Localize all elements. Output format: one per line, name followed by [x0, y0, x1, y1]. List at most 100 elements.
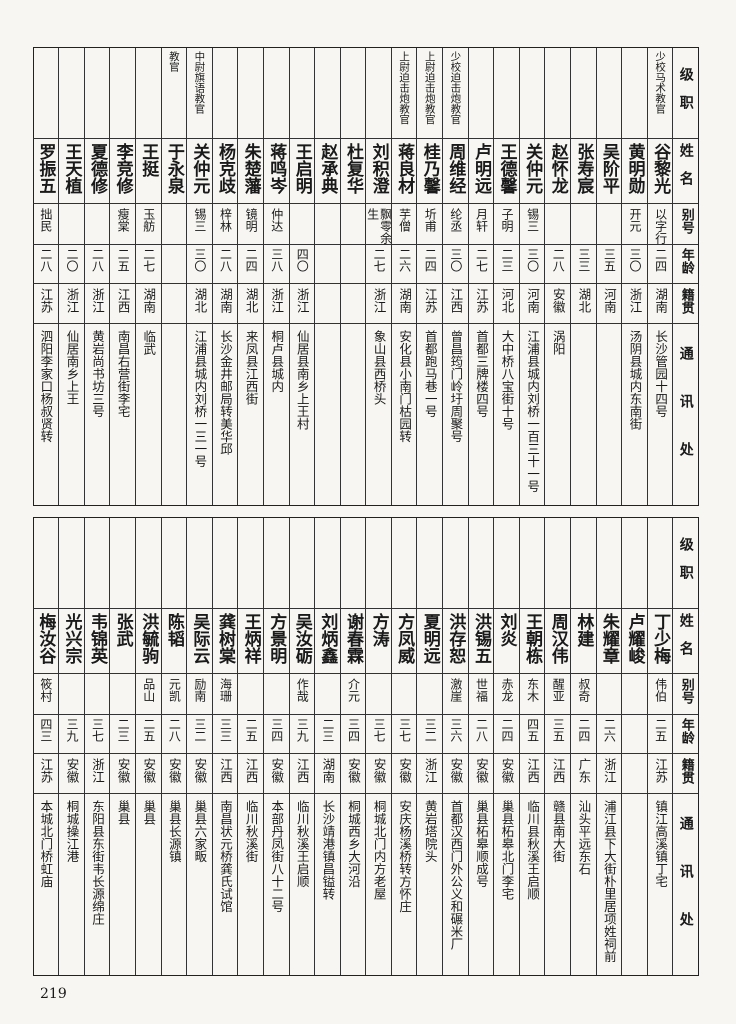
name-cell: 方凤威	[391, 609, 417, 674]
alias-cell: 玉舫	[135, 204, 161, 245]
age-text: 二八	[38, 248, 53, 272]
native-cell: 安徽	[340, 754, 366, 794]
name-text: 罗振五	[35, 143, 56, 194]
rank-cell	[571, 518, 596, 609]
native-cell: 广东	[571, 754, 596, 794]
native-text: 江苏	[653, 758, 669, 783]
native-cell: 湖南	[135, 284, 161, 324]
native-text: 浙江	[269, 288, 285, 313]
person-column: 吴阶平 三五 河南	[595, 48, 622, 505]
name-cell: 王启明	[289, 139, 315, 204]
header-cell-native: 籍贯	[673, 284, 698, 324]
rank-text: 少校马术教官	[654, 51, 667, 114]
alias-text: 仲达	[269, 208, 284, 232]
age-cell: 四五	[519, 715, 545, 754]
native-text: 湖北	[243, 288, 259, 313]
name-cell: 关仲元	[519, 139, 545, 204]
person-column: 朱楚藩 镜明 二四 湖北 来凤县江西街	[237, 48, 263, 505]
address-text: 长沙管园十四号	[653, 330, 669, 418]
name-text: 王启明	[291, 143, 312, 194]
person-column: 罗振五 拙民 二八 江苏 泗阳李家口杨叔贤转	[32, 48, 59, 505]
name-text: 朱耀章	[598, 613, 619, 664]
name-text: 吴阶平	[598, 143, 619, 194]
age-text: 三〇	[192, 248, 207, 272]
address-cell: 大中桥八宝街十号	[494, 324, 519, 505]
age-text: 二三	[500, 248, 515, 272]
name-text: 龚树棠	[215, 613, 236, 664]
name-cell: 桂乃馨	[417, 139, 443, 204]
age-cell: 二八	[84, 245, 110, 284]
alias-cell: 元凯	[161, 674, 187, 715]
name-text: 谢春霖	[342, 613, 363, 664]
address-text: 涡阳	[550, 330, 566, 355]
address-cell: 安庆杨溪桥转方怀庄	[392, 794, 417, 975]
roster-table-lower: 级职 姓名 别号 年龄 籍贯 通讯处 丁少梅 伟伯 二五 江苏 镇江高溪镇丁宅 卢耀峻 朱耀章 二六 浙江浦…	[32, 517, 699, 976]
header-cell-rank: 级职	[673, 48, 698, 139]
alias-cell	[391, 674, 417, 715]
name-text: 王朝栋	[522, 613, 543, 664]
alias-text: 开元	[628, 208, 643, 232]
age-cell: 二三	[110, 715, 135, 754]
rank-cell	[366, 48, 391, 139]
person-column: 朱耀章二六 浙江 浦江县下大街朴里居项姓祠前	[595, 518, 622, 975]
native-text: 安徽	[499, 758, 515, 783]
name-text: 杜复华	[342, 143, 363, 194]
rank-cell	[519, 48, 545, 139]
name-cell: 关仲元	[187, 139, 212, 204]
native-text: 江苏	[38, 288, 54, 313]
address-cell: 南昌右营街李宅	[110, 324, 135, 505]
person-column: 蒋鸣岑 仲达 三八 浙江 桐卢县城内	[262, 48, 289, 505]
rank-cell: 上尉迫击炮教官	[417, 48, 443, 139]
alias-text: 海珊	[218, 678, 233, 702]
address-cell: 首都三牌楼四号	[469, 324, 494, 505]
native-text: 江西	[448, 288, 464, 313]
name-cell: 方涛	[366, 609, 391, 674]
rank-cell	[596, 48, 622, 139]
address-text: 镇江高溪镇丁宅	[653, 800, 669, 888]
rank-cell	[417, 518, 443, 609]
alias-text: 东木	[525, 678, 540, 702]
address-cell: 临川秋溪王启顺	[290, 794, 315, 975]
address-text: 南昌状元桥龚氏试馆	[218, 800, 234, 913]
alias-cell	[59, 674, 84, 715]
address-cell	[162, 324, 187, 505]
header-cell-rank: 级职	[673, 518, 698, 609]
native-cell: 浙江	[596, 754, 622, 794]
name-cell: 吴际云	[187, 609, 212, 674]
native-text: 安徽	[371, 758, 387, 783]
rank-cell	[519, 518, 545, 609]
address-cell: 临川县秋溪王启顺	[520, 794, 545, 975]
age-cell: 二三	[315, 715, 340, 754]
age-text: 三五	[602, 248, 617, 272]
alias-cell	[596, 674, 622, 715]
age-cell: 二六	[596, 715, 622, 754]
person-column: 方景明 三四 安徽 本部丹凤街八十二号	[262, 518, 289, 975]
rank-cell	[315, 48, 340, 139]
alias-text: 品山	[141, 678, 156, 702]
native-cell	[315, 284, 340, 324]
name-text: 方涛	[368, 613, 389, 647]
age-cell: 三八	[263, 245, 289, 284]
person-column: 刘炳鑫 二三 湖南 长沙靖港镇昌镒转	[314, 518, 340, 975]
native-cell: 湖南	[391, 284, 417, 324]
name-text: 洪存恕	[445, 613, 466, 664]
address-text: 桐城北门内方老屋	[371, 800, 387, 900]
rank-cell	[212, 518, 238, 609]
person-column: 洪毓驹 品山 二五 安徽 巢县	[134, 518, 161, 975]
alias-cell: 镜明	[238, 204, 263, 245]
alias-cell: 芋僧	[391, 204, 417, 245]
address-cell: 浦江县下大街朴里居项姓祠前	[597, 794, 622, 975]
address-text: 泗阳李家口杨叔贤转	[38, 330, 54, 443]
address-cell: 安化县小南门枯园转	[392, 324, 417, 505]
name-cell: 王天植	[59, 139, 84, 204]
name-cell: 李竞修	[110, 139, 135, 204]
name-cell: 蒋良材	[391, 139, 417, 204]
name-cell: 丁少梅	[647, 609, 673, 674]
alias-cell: 飘零余生	[366, 204, 391, 245]
address-text: 江浦县城内刘桥一三一号	[192, 330, 208, 468]
address-cell: 巢县柘皋顺成号	[469, 794, 494, 975]
native-cell: 江西	[519, 754, 545, 794]
age-text: 三九	[64, 718, 79, 742]
person-column: 少校马术教官 谷黎光 以字行 二四 湖南 长沙管园十四号	[646, 48, 673, 505]
name-text: 吴际云	[189, 613, 210, 664]
